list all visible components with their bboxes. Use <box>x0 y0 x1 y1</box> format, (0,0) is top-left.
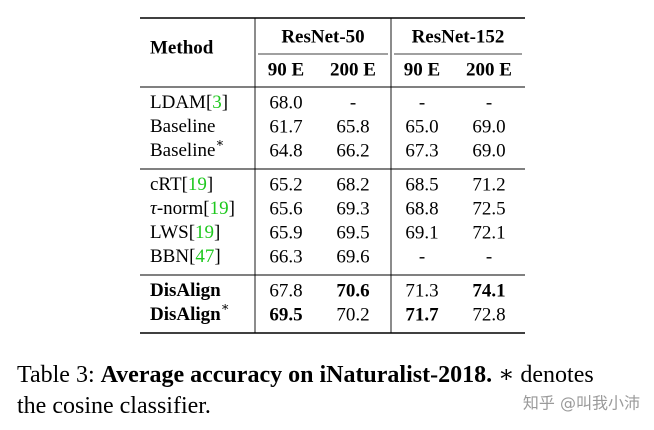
value-cell: 67.8 <box>269 280 302 301</box>
citation: 19 <box>195 222 214 243</box>
value-cell: 67.3 <box>405 140 438 161</box>
superscript: ∗ <box>215 135 224 150</box>
citation: 3 <box>212 92 222 113</box>
value-cell: 69.5 <box>336 222 369 243</box>
citation: 19 <box>210 198 229 219</box>
text-segment: -norm[ <box>157 198 210 219</box>
caption-line: Table 3: Average accuracy on iNaturalist… <box>17 362 594 388</box>
header-group: ResNet-152 <box>412 26 505 47</box>
value-cell: - <box>486 246 492 267</box>
value-cell: - <box>419 92 425 113</box>
header-column: 90 E <box>268 59 304 80</box>
value-cell: 71.7 <box>405 304 439 325</box>
value-cell: 70.2 <box>336 304 369 325</box>
value-cell: 69.0 <box>472 140 505 161</box>
method-cell: LWS[19] <box>150 222 220 243</box>
value-cell: 65.0 <box>405 116 438 137</box>
superscript: ∗ <box>221 299 230 314</box>
text-segment: Table 3: <box>17 362 101 388</box>
text-segment: ] <box>229 198 235 219</box>
text-segment: τ <box>150 198 158 219</box>
header-column: 200 E <box>330 59 376 80</box>
text-segment: DisAlign <box>150 280 221 301</box>
text-segment: ] <box>207 174 213 195</box>
method-cell: DisAlign <box>150 280 221 301</box>
value-cell: - <box>486 92 492 113</box>
header-group: ResNet-50 <box>281 26 364 47</box>
value-cell: 64.8 <box>269 140 302 161</box>
value-cell: 72.8 <box>472 304 505 325</box>
value-cell: 66.3 <box>269 246 302 267</box>
value-cell: 72.5 <box>472 198 505 219</box>
value-cell: 65.2 <box>269 174 302 195</box>
value-cell: 65.8 <box>336 116 369 137</box>
value-cell: 71.2 <box>472 174 505 195</box>
value-cell: 69.6 <box>336 246 369 267</box>
value-cell: 66.2 <box>336 140 369 161</box>
text-segment: the cosine classifier. <box>17 393 211 419</box>
text-segment: Baseline <box>150 116 215 137</box>
method-cell: LDAM[3] <box>150 92 228 113</box>
value-cell: 69.0 <box>472 116 505 137</box>
text-segment: LDAM[ <box>150 92 212 113</box>
text-segment: DisAlign <box>150 304 221 325</box>
text-segment: ] <box>222 92 228 113</box>
text-segment: Average accuracy on iNaturalist-2018. <box>101 362 492 388</box>
value-cell: 74.1 <box>472 280 505 301</box>
value-cell: 65.9 <box>269 222 302 243</box>
header-column: 90 E <box>404 59 440 80</box>
text-segment: Baseline <box>150 140 215 161</box>
watermark: 知乎 @叫我小沛 <box>523 394 640 413</box>
text-segment: BBN[ <box>150 246 195 267</box>
method-cell: Baseline <box>150 116 215 137</box>
text-segment: ] <box>214 246 220 267</box>
text-segment: cRT[ <box>150 174 188 195</box>
value-cell: 68.0 <box>269 92 302 113</box>
value-cell: 69.1 <box>405 222 438 243</box>
value-cell: - <box>350 92 356 113</box>
method-cell: DisAlign∗ <box>150 299 230 325</box>
method-cell: Baseline∗ <box>150 135 224 161</box>
text-segment: ∗ denotes <box>492 362 594 388</box>
text-segment: LWS[ <box>150 222 195 243</box>
value-cell: - <box>419 246 425 267</box>
header-column: 200 E <box>466 59 512 80</box>
method-cell: τ-norm[19] <box>150 198 235 219</box>
header-cell: Method <box>150 37 214 58</box>
value-cell: 71.3 <box>405 280 438 301</box>
caption-line: the cosine classifier. <box>17 393 211 419</box>
value-cell: 68.5 <box>405 174 438 195</box>
citation: 19 <box>188 174 207 195</box>
citation: 47 <box>195 246 214 267</box>
method-cell: cRT[19] <box>150 174 213 195</box>
value-cell: 61.7 <box>269 116 302 137</box>
method-cell: BBN[47] <box>150 246 221 267</box>
value-cell: 70.6 <box>336 280 369 301</box>
value-cell: 68.8 <box>405 198 438 219</box>
value-cell: 69.5 <box>269 304 302 325</box>
value-cell: 72.1 <box>472 222 505 243</box>
value-cell: 69.3 <box>336 198 369 219</box>
value-cell: 68.2 <box>336 174 369 195</box>
value-cell: 65.6 <box>269 198 302 219</box>
text-segment: ] <box>214 222 220 243</box>
